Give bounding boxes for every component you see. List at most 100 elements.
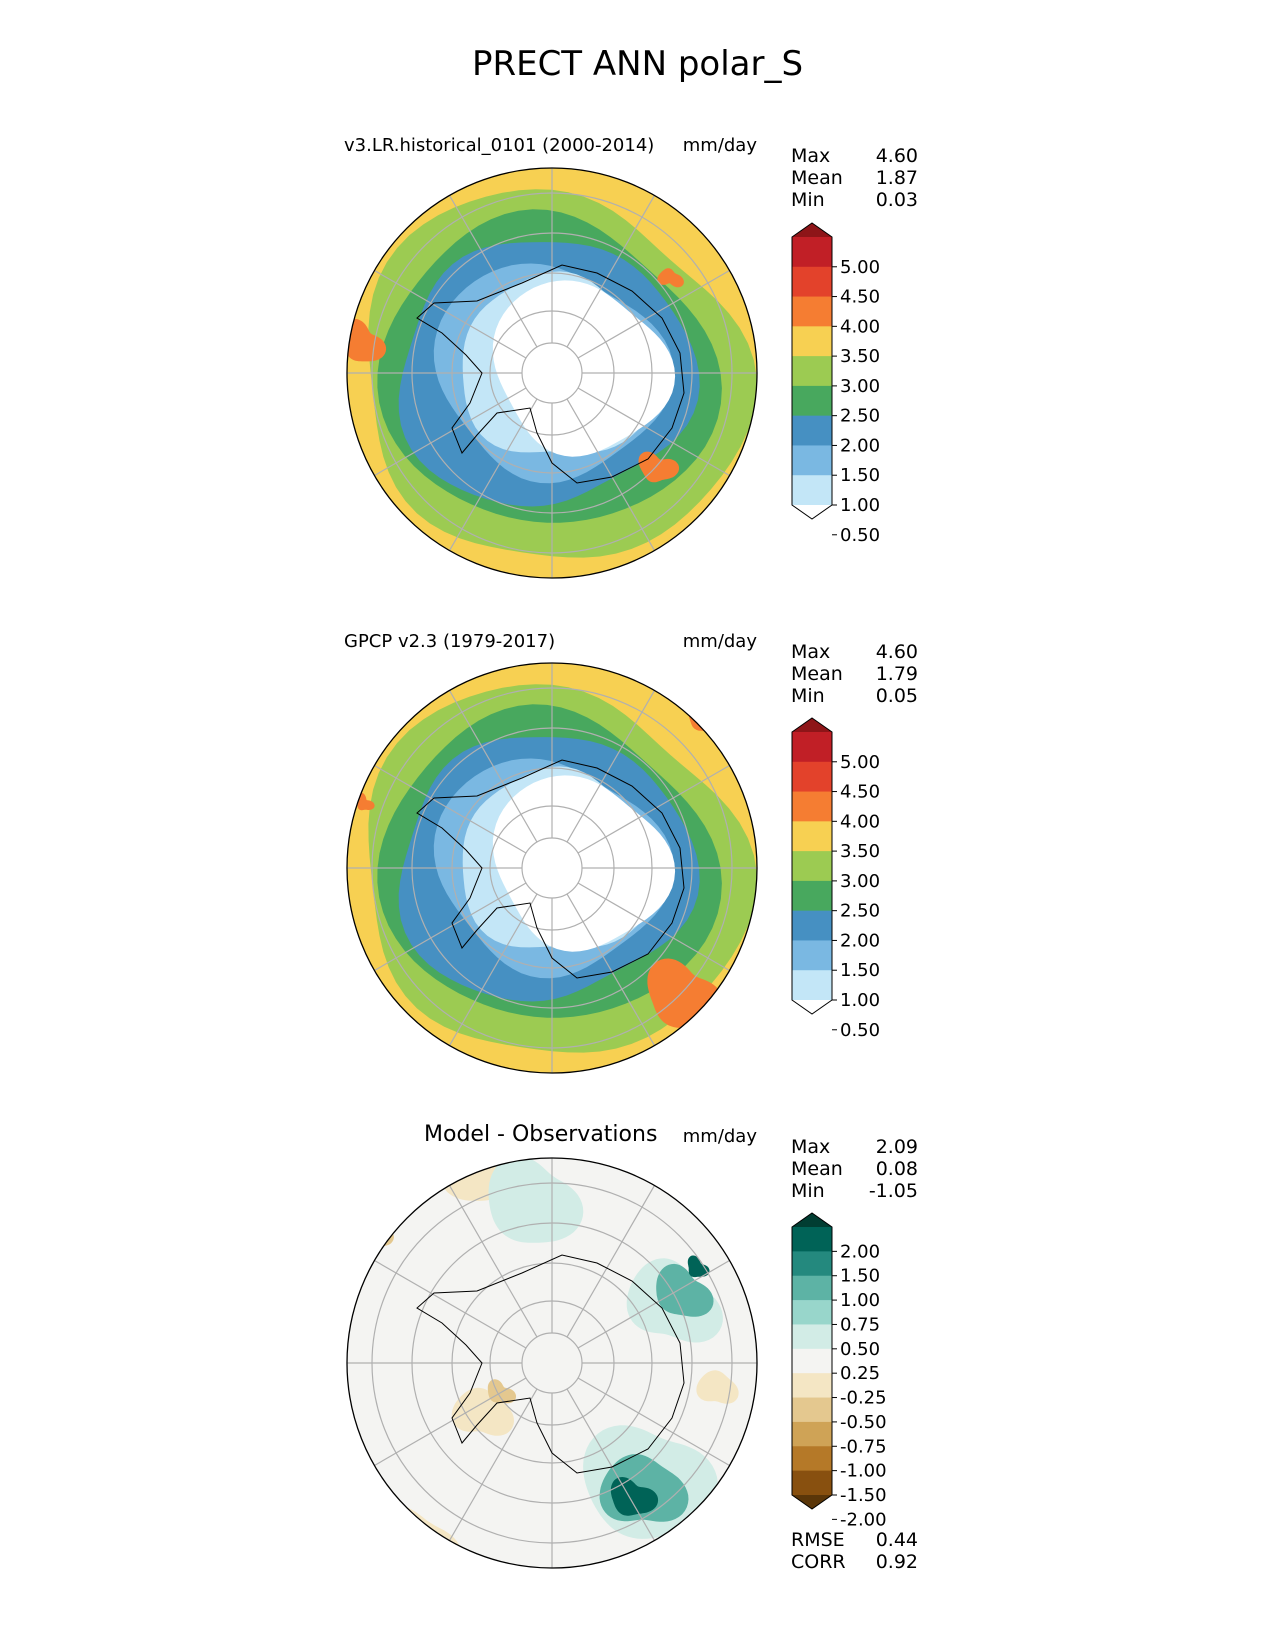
colorbar-tick-label: 5.00 (840, 257, 880, 278)
band-0-0.5 (492, 280, 676, 457)
panel2-max-value: 4.60 (875, 641, 918, 663)
colorbar-segment (792, 880, 832, 912)
colorbar-tick-label: -0.25 (840, 1388, 887, 1409)
colorbar-tick-label: -0.50 (840, 1412, 887, 1433)
colorbar-extend-top (792, 1213, 832, 1227)
meridian-line (577, 1377, 730, 1467)
colorbar-tick-label: 2.00 (840, 930, 880, 951)
panel2-min-label: Min (791, 685, 825, 707)
colorbar-tick-label: -2.00 (840, 1509, 887, 1530)
colorbar-segment (792, 1397, 832, 1423)
colorbar-segment (792, 1446, 832, 1472)
colorbar-segment (792, 1275, 832, 1301)
obs-colorbar: 5.00 4.50 4.00 3.50 3.00 2.50 2.00 1.50 1.00 0.50 (791, 717, 880, 1041)
colorbar-tick-label: 1.00 (840, 990, 880, 1011)
diff-map (346, 1157, 758, 1569)
panel1-min-label: Min (791, 189, 825, 211)
model-map (346, 167, 758, 579)
colorbar-tick-label: 3.00 (840, 871, 880, 892)
antarctica-coastline (416, 264, 685, 484)
colorbar-tick-label: 4.50 (840, 287, 880, 308)
colorbar-segment (792, 266, 832, 298)
panel1-title: v3.LR.historical_0101 (2000-2014) (344, 135, 655, 156)
colorbar-tick-label: 2.00 (840, 1241, 880, 1262)
colorbar-segment (792, 356, 832, 387)
colorbar-tick-label: 1.00 (840, 1290, 880, 1311)
meridian-line (566, 893, 656, 1046)
colorbar-segment (792, 1251, 832, 1277)
meridian-line (448, 195, 538, 348)
meridian-line (374, 269, 527, 359)
high-precip-patch (356, 792, 375, 811)
colorbar-tick-label: 4.50 (840, 782, 880, 803)
meridian-line (374, 764, 527, 854)
diff-colorbar: 2.00 1.50 1.00 0.75 0.50 0.25 -0.25 -0.50 -0.75 -… (791, 1212, 887, 1530)
panel1-min-value: 0.03 (875, 189, 918, 211)
rmse-label: RMSE (791, 1529, 845, 1551)
colorbar-tick-label: 0.50 (840, 1339, 880, 1360)
panel1-units: mm/day (682, 135, 757, 156)
band-0-0.5 (492, 775, 676, 952)
meridian-line (448, 398, 538, 551)
colorbar-segment (792, 1373, 832, 1399)
colorbar-tick-label: 5.00 (840, 752, 880, 773)
colorbar-extend-top (792, 718, 832, 732)
colorbar-segment (792, 237, 832, 268)
colorbar-segment (792, 821, 832, 852)
diff-neg-patch (363, 1216, 394, 1247)
colorbar-segment (792, 475, 832, 506)
colorbar-segment (792, 1348, 832, 1374)
meridian-line (448, 690, 538, 843)
colorbar-segment (792, 1421, 832, 1447)
colorbar-tick-label: 1.00 (840, 495, 880, 516)
meridian-line (566, 690, 656, 843)
colorbar-segment (792, 326, 832, 357)
meridian-line (566, 1388, 656, 1541)
colorbar-segment (792, 851, 832, 882)
colorbar-tick-label: 4.00 (840, 316, 880, 337)
panel2-mean-label: Mean (791, 663, 843, 685)
meridian-line (374, 387, 527, 477)
colorbar-tick-label: 1.50 (840, 960, 880, 981)
colorbar-segment (792, 1227, 832, 1252)
colorbar-segment (792, 385, 832, 417)
meridian-line (566, 1185, 656, 1338)
colorbar-tick-label: 3.00 (840, 376, 880, 397)
colorbar-tick-label: 0.50 (840, 1020, 880, 1041)
colorbar-tick-label: 0.50 (840, 525, 880, 546)
panel2-title: GPCP v2.3 (1979-2017) (344, 631, 556, 652)
colorbar-extend-bottom (792, 1000, 832, 1014)
high-precip-patch (657, 268, 684, 288)
panel3-min-value: -1.05 (868, 1180, 918, 1202)
meridian-line (448, 1388, 538, 1541)
antarctica-coastline (416, 1254, 685, 1474)
colorbar-tick-label: -0.75 (840, 1436, 887, 1457)
corr-label: CORR (791, 1551, 846, 1573)
colorbar-segment (792, 761, 832, 793)
colorbar-tick-label: 2.50 (840, 406, 880, 427)
diff-pos-core (687, 1255, 710, 1278)
colorbar-tick-label: 3.50 (840, 841, 880, 862)
colorbar-tick-label: 4.00 (840, 811, 880, 832)
diff-pos-patch (656, 1263, 714, 1317)
panel3-mean-label: Mean (791, 1158, 843, 1180)
map-boundary (346, 167, 758, 579)
colorbar-extend-bottom (792, 505, 832, 519)
meridian-line (577, 387, 730, 477)
diff-pos-patch (488, 1158, 584, 1243)
colorbar-tick-label: 1.50 (840, 1266, 880, 1287)
colorbar-segment (792, 445, 832, 476)
panel3-min-label: Min (791, 1180, 825, 1202)
colorbar-segment (792, 732, 832, 763)
colorbar-extend-bottom (792, 1495, 832, 1509)
meridian-line (374, 882, 527, 972)
model-colorbar: 5.00 4.50 4.00 3.50 3.00 2.50 2.00 1.50 1.00 0.50 (791, 222, 880, 546)
meridian-line (577, 764, 730, 854)
colorbar-segment (792, 940, 832, 971)
high-precip-patch (347, 318, 387, 362)
meridian-line (577, 1259, 730, 1349)
colorbar-segment (792, 296, 832, 327)
diff-neg-patch (696, 1370, 739, 1404)
meridian-line (374, 1377, 527, 1467)
